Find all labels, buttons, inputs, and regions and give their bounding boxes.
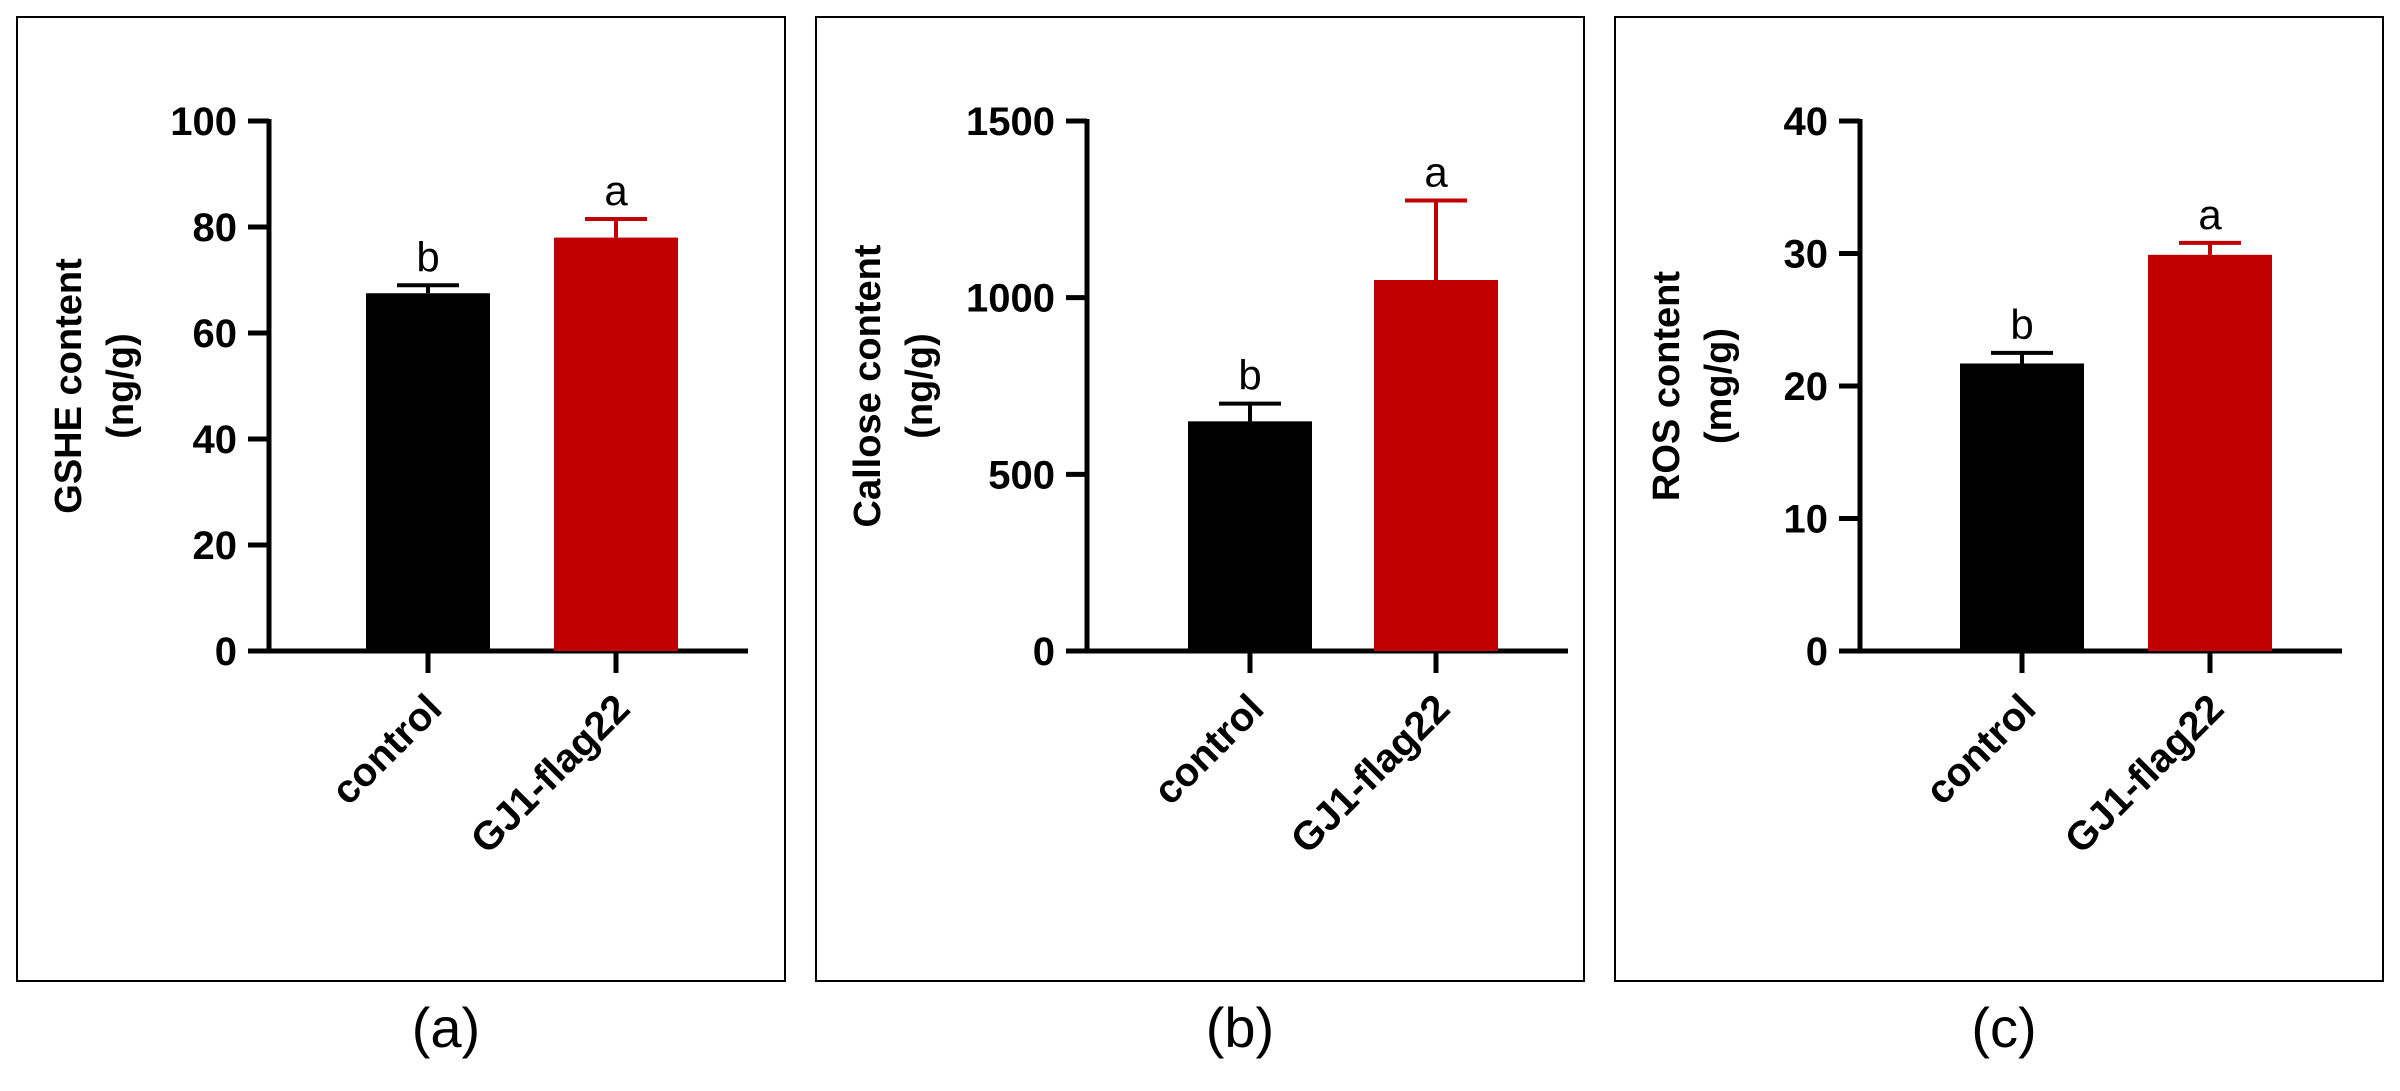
y-axis-label-line: Callose content (847, 244, 889, 527)
x-tick-label: GJ1-flag22 (1283, 686, 1459, 862)
y-tick-label: 80 (193, 206, 238, 250)
y-tick-label: 40 (193, 418, 238, 462)
y-tick-label: 1000 (966, 277, 1055, 321)
y-axis-label-line: ROS content (1646, 271, 1688, 501)
chart-panel-2: 0 500 1000 1500 Callose content (ng/g) b contro… (815, 16, 1585, 1059)
y-tick-label: 10 (1784, 498, 1829, 542)
y-axis-label: ROS content (mg/g) (1646, 271, 1740, 501)
bar-control (366, 293, 490, 651)
panel-frame (1614, 16, 2384, 982)
y-tick-label: 500 (988, 453, 1055, 497)
bar-GJ1-flag22 (1374, 280, 1498, 651)
x-tick-label: control (1917, 686, 2044, 813)
x-tick-label: GJ1-flag22 (463, 686, 639, 862)
panel-label: (a) (412, 996, 480, 1059)
significance-letter: b (416, 233, 439, 280)
x-tick-label: control (1145, 686, 1272, 813)
y-tick-label: 60 (193, 312, 238, 356)
panel-frame (815, 16, 1585, 982)
bar-GJ1-flag22 (554, 237, 678, 651)
significance-letter: a (1424, 149, 1448, 196)
chart-panel-1: 0 20 40 60 80 100 GSHE content (ng/g) b control a G… (16, 16, 786, 1059)
significance-letter: a (604, 167, 628, 214)
y-axis-label: Callose content (ng/g) (847, 244, 941, 527)
y-tick-label: 30 (1784, 233, 1829, 277)
y-tick-label: 20 (1784, 365, 1829, 409)
y-axis-label: GSHE content (ng/g) (48, 258, 142, 514)
y-axis-label-line: (ng/g) (100, 333, 142, 439)
significance-letter: a (2198, 191, 2222, 238)
significance-letter: b (2010, 301, 2033, 348)
x-tick-label: GJ1-flag22 (2057, 686, 2233, 862)
y-tick-label: 0 (1033, 630, 1055, 674)
bar-GJ1-flag22 (2148, 254, 2272, 651)
y-tick-label: 100 (170, 100, 237, 144)
y-tick-label: 0 (215, 630, 237, 674)
x-tick-label: control (323, 686, 450, 813)
bar-control (1960, 363, 2084, 651)
y-tick-label: 0 (1806, 630, 1828, 674)
panel-frame (16, 16, 786, 982)
y-axis-label-line: (mg/g) (1698, 328, 1740, 444)
chart-panel-3: 0 10 20 30 40 ROS content (mg/g) b control a GJ1-f… (1614, 16, 2384, 1059)
y-tick-label: 20 (193, 524, 238, 568)
panel-label: (b) (1206, 996, 1274, 1059)
panel-label: (c) (1971, 996, 2036, 1059)
y-tick-label: 40 (1784, 100, 1829, 144)
bar-control (1188, 421, 1312, 651)
y-axis-label-line: (ng/g) (899, 333, 941, 439)
y-axis-label-line: GSHE content (48, 258, 90, 514)
significance-letter: b (1238, 352, 1261, 399)
y-tick-label: 1500 (966, 100, 1055, 144)
